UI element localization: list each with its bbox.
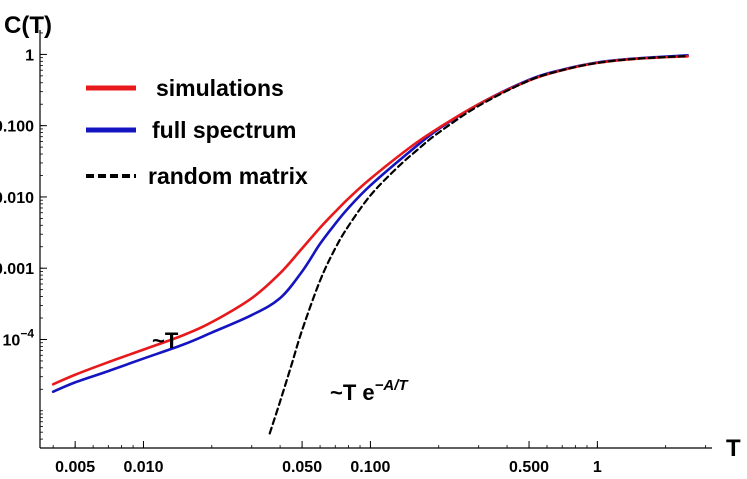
- y-tick-label: 0.100: [0, 119, 34, 136]
- annotation-linear: ~T: [152, 328, 179, 353]
- series-line-simulations: [51, 55, 689, 386]
- y-tick-label-base: 0.010: [0, 190, 34, 207]
- x-tick-label: 0.050: [282, 459, 322, 476]
- x-tick-label: 0.005: [55, 459, 95, 476]
- x-tick-label: 1: [593, 459, 602, 476]
- x-tick-label: 0.010: [123, 459, 163, 476]
- annotation-activated-base: ~T e: [330, 380, 375, 405]
- y-tick-label: 0.001: [0, 261, 34, 278]
- series-line-full-spectrum: [51, 54, 689, 393]
- x-axis-label: T: [726, 435, 741, 462]
- y-tick-label: 1: [25, 47, 34, 64]
- legend: simulations full spectrum random matrix: [86, 75, 308, 189]
- series-lines: [51, 54, 689, 435]
- x-tick-label: 0.500: [509, 459, 549, 476]
- series-line-random-matrix: [268, 54, 689, 435]
- y-tick-label: 0.010: [0, 190, 34, 207]
- y-tick-label-base: 0.001: [0, 261, 34, 278]
- y-tick-label-exponent: −4: [20, 326, 34, 340]
- y-tick-label: 10−4: [3, 326, 35, 349]
- legend-label-random-matrix: random matrix: [148, 163, 308, 189]
- y-tick-label-base: 1: [25, 47, 34, 64]
- y-tick-label-base: 10: [3, 332, 21, 349]
- legend-label-full-spectrum: full spectrum: [152, 117, 296, 143]
- x-tick-label: 0.100: [350, 459, 390, 476]
- annotation-activated: ~T e−A/T: [330, 377, 409, 405]
- y-tick-label-base: 0.100: [0, 119, 34, 136]
- annotation-activated-exponent: −A/T: [375, 377, 410, 394]
- legend-label-simulations: simulations: [156, 75, 284, 101]
- y-axis-label: C(T): [4, 12, 52, 39]
- axes: [39, 30, 712, 449]
- ticks: 0.005 0.010 0.050 0.100 0.500 1 1 0.100 0.010 0.0…: [0, 32, 707, 476]
